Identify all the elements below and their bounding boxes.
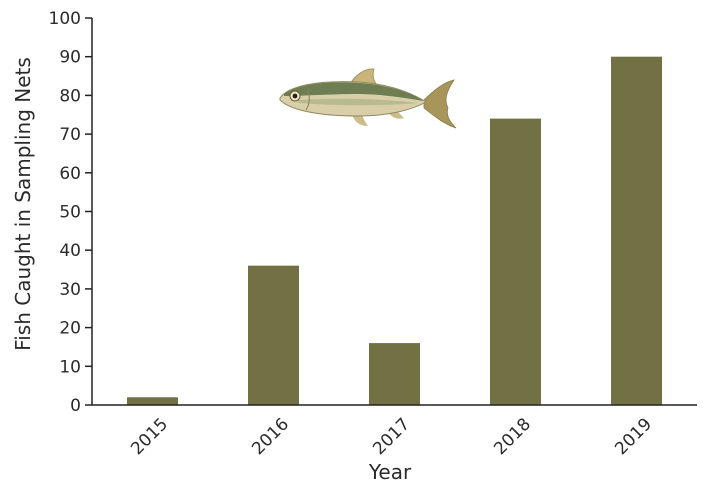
bars-group: [127, 56, 662, 406]
x-tick-label: 2015: [127, 414, 172, 459]
y-tick-label: 20: [59, 319, 81, 339]
x-tick-label: 2016: [248, 414, 293, 459]
x-tick-label: 2018: [490, 414, 535, 459]
x-tick-label: 2019: [611, 414, 656, 459]
x-ticks-group: 2015 2016 2017 2018 2019: [127, 414, 656, 459]
y-tick-label: 0: [70, 396, 81, 416]
x-axis-title: Year: [368, 460, 412, 484]
y-tick-label: 90: [59, 48, 81, 68]
y-axis-title: Fish Caught in Sampling Nets: [11, 57, 35, 351]
y-tick-label: 70: [59, 125, 81, 145]
bar-2017: [369, 343, 420, 405]
y-tick-label: 10: [59, 357, 81, 377]
y-tick-label: 60: [59, 164, 81, 184]
bar-2019: [611, 56, 662, 405]
x-tick-label: 2017: [369, 414, 414, 459]
bar-2018: [490, 118, 541, 406]
y-ticks-group: 0 10 20 30 40 50 60 70 80 90 100: [49, 9, 92, 416]
y-tick-label: 30: [59, 280, 81, 300]
y-tick-label: 40: [59, 241, 81, 261]
y-tick-label: 80: [59, 86, 81, 106]
y-tick-label: 50: [59, 203, 81, 223]
bar-2016: [248, 265, 299, 405]
fish-icon: [279, 68, 457, 129]
y-tick-label: 100: [49, 9, 81, 29]
bar-2015: [127, 397, 178, 405]
